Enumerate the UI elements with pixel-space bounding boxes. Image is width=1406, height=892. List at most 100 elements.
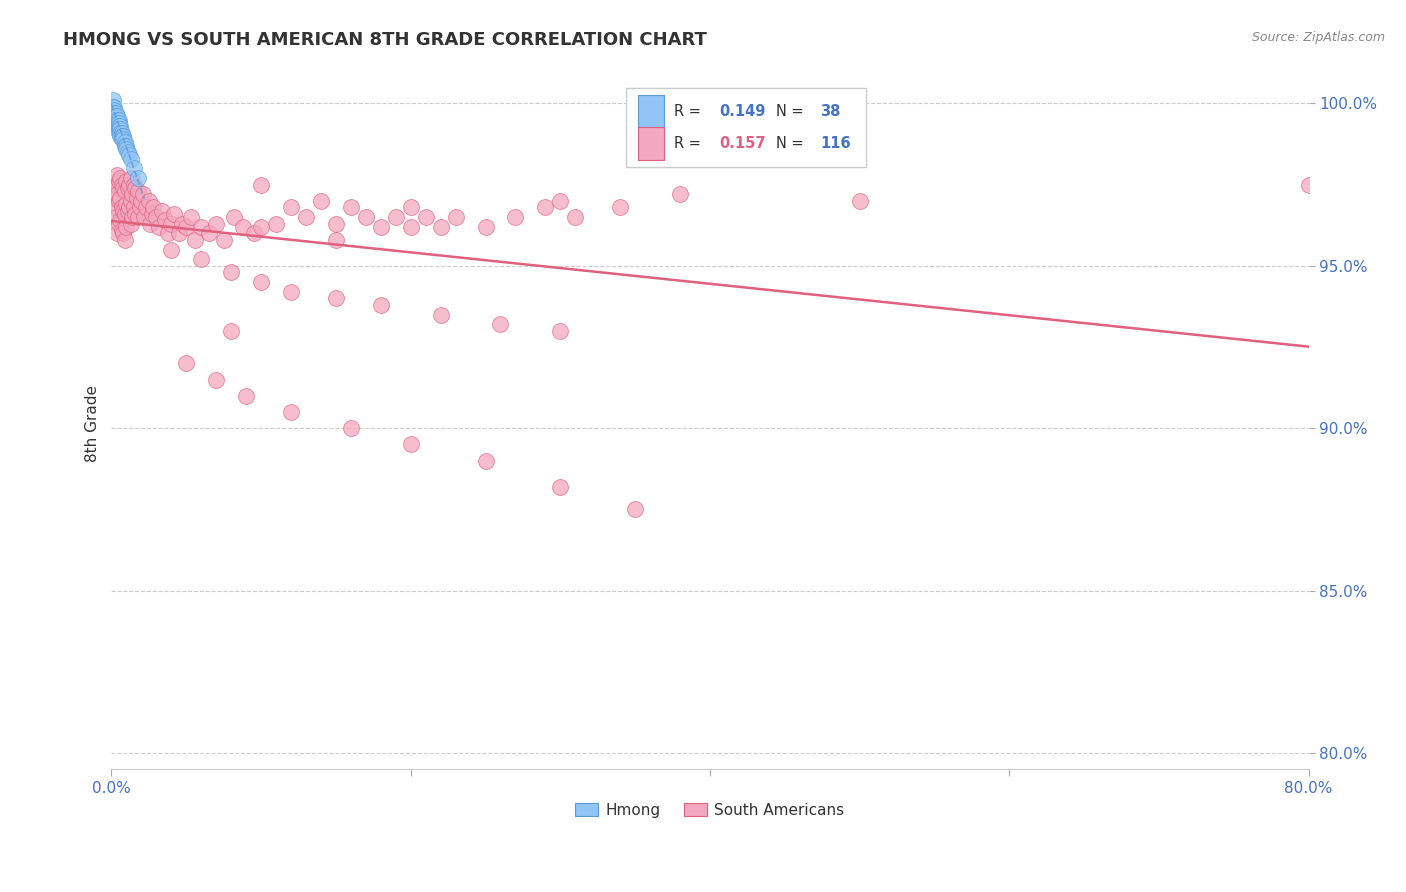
Point — [384, 210, 406, 224]
Point — [110, 213, 132, 227]
Point — [370, 298, 392, 312]
Point — [474, 219, 496, 234]
Point — [127, 210, 149, 224]
Point — [111, 128, 134, 143]
Point — [250, 178, 273, 192]
Point — [399, 437, 422, 451]
Point — [155, 213, 177, 227]
Point — [108, 122, 131, 136]
Point — [114, 184, 136, 198]
Point — [609, 200, 631, 214]
Point — [180, 210, 202, 224]
Point — [117, 145, 139, 160]
Point — [197, 227, 219, 241]
Point — [112, 227, 135, 241]
Point — [118, 200, 141, 214]
Point — [131, 194, 153, 208]
Point — [110, 191, 132, 205]
Point — [108, 126, 131, 140]
Point — [235, 389, 257, 403]
Point — [122, 178, 145, 192]
Point — [118, 178, 141, 192]
Point — [114, 233, 136, 247]
Point — [112, 181, 135, 195]
Point — [399, 219, 422, 234]
Point — [112, 132, 135, 146]
Point — [111, 200, 134, 214]
Text: R =: R = — [673, 136, 706, 152]
Point — [104, 116, 127, 130]
Text: N =: N = — [776, 103, 808, 119]
Point — [128, 200, 150, 214]
Point — [550, 324, 572, 338]
Point — [104, 110, 127, 124]
Point — [110, 122, 132, 136]
Text: 0.149: 0.149 — [720, 103, 766, 119]
Point — [104, 106, 127, 120]
Point — [564, 210, 586, 224]
Point — [325, 233, 347, 247]
Point — [139, 217, 162, 231]
Point — [534, 200, 557, 214]
Point — [280, 200, 302, 214]
Point — [157, 227, 180, 241]
Point — [103, 200, 125, 214]
Point — [127, 184, 149, 198]
Point — [110, 171, 132, 186]
Point — [135, 200, 157, 214]
Point — [242, 227, 264, 241]
Point — [205, 217, 228, 231]
Point — [114, 138, 136, 153]
Point — [121, 210, 143, 224]
Point — [105, 116, 128, 130]
Point — [340, 421, 363, 435]
Point — [114, 207, 136, 221]
Point — [105, 119, 128, 133]
Point — [108, 174, 131, 188]
Point — [115, 197, 138, 211]
Point — [115, 219, 138, 234]
Point — [105, 168, 128, 182]
Point — [174, 219, 197, 234]
Point — [429, 219, 451, 234]
Point — [309, 194, 332, 208]
Point — [125, 191, 148, 205]
Point — [232, 219, 254, 234]
Point — [325, 291, 347, 305]
Point — [132, 187, 155, 202]
Point — [124, 207, 146, 221]
Point — [295, 210, 318, 224]
Point — [160, 243, 183, 257]
Point — [105, 227, 128, 241]
Point — [115, 142, 138, 156]
Point — [105, 187, 128, 202]
Point — [184, 233, 207, 247]
Point — [122, 200, 145, 214]
Point — [110, 128, 132, 143]
Point — [399, 200, 422, 214]
Point — [112, 128, 135, 143]
Point — [117, 203, 139, 218]
Point — [120, 217, 142, 231]
Point — [212, 233, 235, 247]
Text: N =: N = — [776, 136, 808, 152]
Point — [141, 207, 163, 221]
Point — [101, 103, 124, 117]
Point — [224, 210, 246, 224]
Point — [105, 110, 128, 124]
Point — [190, 219, 212, 234]
Point — [101, 93, 124, 107]
Point — [170, 217, 193, 231]
Point — [108, 116, 131, 130]
Point — [112, 203, 135, 218]
Point — [624, 502, 647, 516]
Point — [120, 171, 142, 186]
Point — [120, 194, 142, 208]
Text: HMONG VS SOUTH AMERICAN 8TH GRADE CORRELATION CHART: HMONG VS SOUTH AMERICAN 8TH GRADE CORREL… — [63, 31, 707, 49]
Point — [354, 210, 377, 224]
Point — [124, 181, 146, 195]
Point — [108, 194, 131, 208]
Point — [429, 308, 451, 322]
Y-axis label: 8th Grade: 8th Grade — [86, 384, 100, 462]
Point — [120, 152, 142, 166]
